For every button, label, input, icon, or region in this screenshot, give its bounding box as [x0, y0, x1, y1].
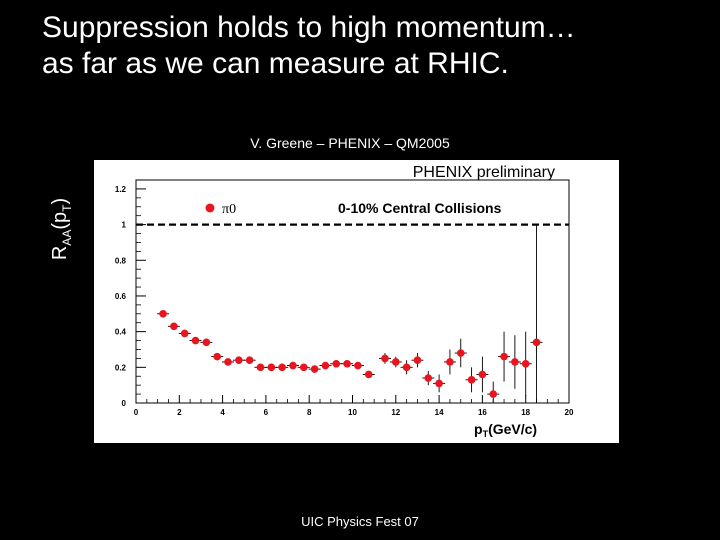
data-point	[532, 338, 541, 347]
data-point	[299, 363, 308, 372]
data-point	[424, 374, 433, 382]
y-axis-label-sub: AA	[60, 229, 74, 246]
data-point	[478, 370, 487, 379]
raa-chart: 0 2 4 6 8 10 12 14 16 18 20 0 0.2 0.4 0.6 0.8 1 1.2 π0 0-10…	[115, 179, 574, 439]
data-point	[245, 356, 254, 364]
x-tick-label: 20	[565, 408, 574, 417]
y-tick-label: 1.2	[115, 185, 127, 194]
legend-label: π0	[222, 202, 236, 217]
chart-annotation-centrality: 0-10% Central Collisions	[338, 200, 502, 216]
data-point	[521, 359, 530, 368]
data-point	[159, 310, 167, 318]
x-tick-label: 12	[391, 408, 400, 417]
x-tick-label: 10	[348, 408, 357, 417]
data-point	[256, 363, 265, 372]
data-point	[456, 349, 465, 357]
data-point	[413, 356, 422, 364]
y-axis-label-sub2: T	[60, 204, 74, 212]
data-point	[364, 370, 373, 379]
data-point	[170, 322, 178, 331]
y-axis-label: RAA(pT)	[45, 169, 75, 289]
data-point	[180, 329, 189, 338]
chart-annotation-preliminary: PHENIX preliminary	[412, 164, 555, 181]
x-tick-label: 18	[521, 408, 530, 417]
slide-title: Suppression holds to high momentum… as f…	[42, 10, 702, 82]
data-point	[489, 390, 498, 398]
x-tick-label: 16	[478, 408, 487, 417]
data-point	[381, 354, 389, 363]
data-point	[392, 358, 400, 366]
x-axis-label: pT(GeV/c)	[474, 421, 537, 439]
y-tick-label: 0.2	[115, 363, 127, 372]
data-point	[321, 361, 330, 370]
y-tick-label: 0.6	[115, 292, 127, 301]
data-point	[278, 363, 286, 372]
data-point	[511, 358, 519, 366]
data-point	[235, 356, 243, 364]
y-axis-label-tail: (p	[49, 211, 71, 230]
slide-footer: UIC Physics Fest 07	[301, 514, 419, 529]
slide-title-line-1: Suppression holds to high momentum…	[42, 11, 576, 44]
y-tick-label: 0.8	[115, 256, 127, 265]
x-tick-label: 6	[264, 408, 269, 417]
slide-title-line-2: as far as we can measure at RHIC.	[42, 47, 509, 80]
x-tick-label: 4	[220, 408, 225, 417]
y-axis-label-main: R	[49, 245, 71, 261]
data-point	[191, 336, 200, 345]
y-tick-label: 0.4	[115, 328, 127, 337]
data-point	[213, 352, 221, 361]
chart-panel: PHENIX preliminary 0 2 4 6 8 10 12 14 16 18 20 0 0.2…	[94, 160, 619, 443]
x-tick-label: 14	[435, 408, 444, 417]
data-point	[446, 358, 454, 366]
data-point	[310, 365, 319, 373]
data-point	[224, 358, 232, 366]
data-point	[343, 359, 351, 368]
x-tick-label: 8	[307, 408, 312, 417]
data-point	[332, 359, 341, 368]
y-tick-label: 0	[122, 399, 127, 408]
data-point	[267, 363, 276, 372]
data-point	[500, 352, 508, 361]
data-point	[289, 361, 297, 370]
data-point	[354, 361, 362, 370]
data-point	[467, 376, 476, 384]
y-tick-label: 1	[122, 221, 127, 230]
data-point	[402, 363, 411, 372]
data-point	[435, 379, 443, 388]
legend-marker	[205, 203, 215, 213]
x-tick-label: 0	[134, 408, 139, 417]
x-tick-label: 2	[177, 408, 182, 417]
y-axis-label-close: )	[49, 197, 71, 205]
slide-credit: V. Greene – PHENIX – QM2005	[250, 135, 450, 151]
data-point	[202, 338, 211, 347]
